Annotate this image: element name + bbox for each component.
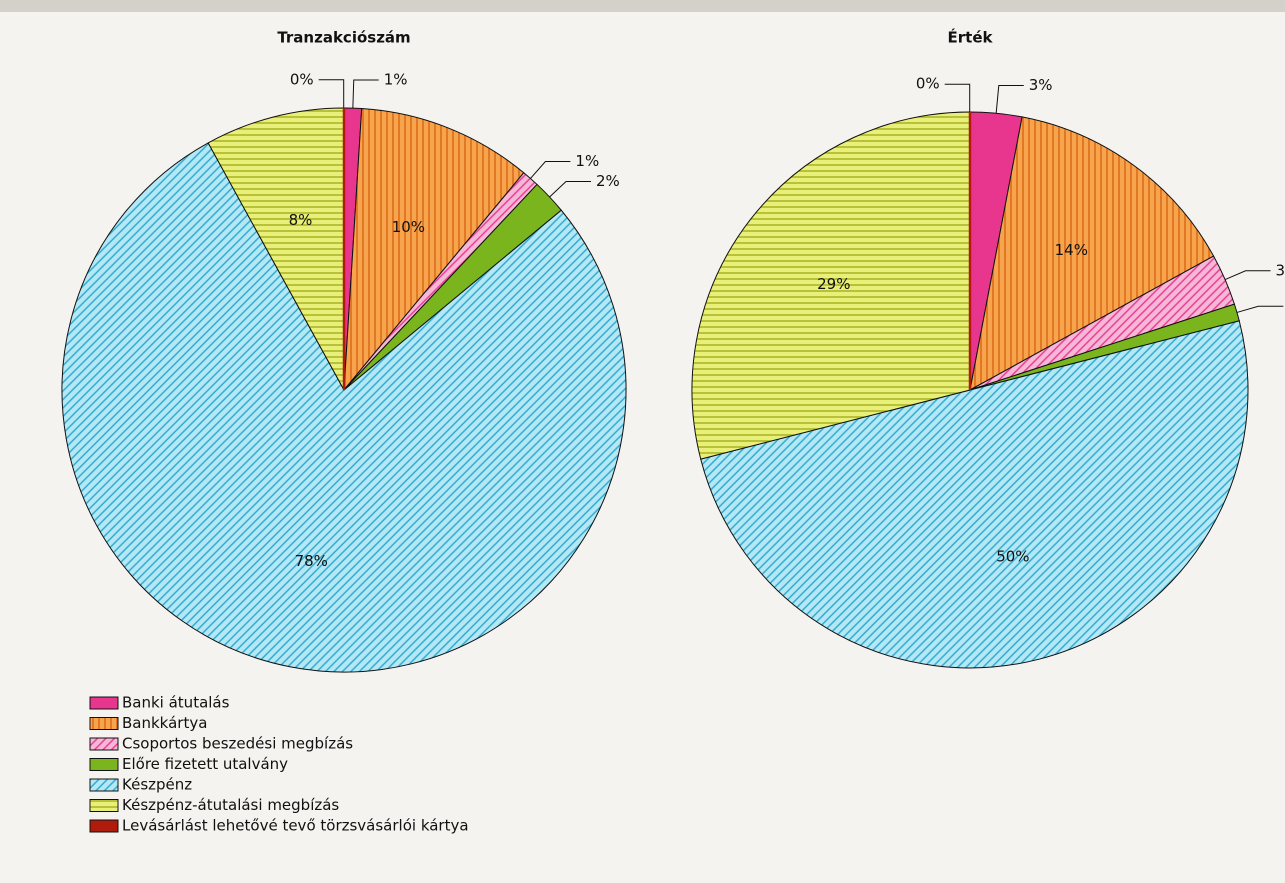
leader-line: [1224, 270, 1271, 281]
data-label: 0%: [290, 70, 314, 88]
legend-label: Levásárlást lehetővé tevő törzsvásárlói …: [122, 817, 469, 835]
leader-line: [995, 85, 1024, 114]
leader-line: [352, 79, 379, 109]
data-label: 1%: [575, 152, 599, 170]
legend-swatch: [89, 799, 119, 812]
data-label: 2%: [596, 172, 620, 190]
pie-slice: [691, 111, 971, 460]
data-label: 50%: [996, 547, 1029, 565]
legend-label: Előre fizetett utalvány: [122, 755, 288, 773]
chart-title: Tranzakciószám: [277, 29, 410, 47]
leader-line: [944, 83, 971, 113]
leader-line: [530, 161, 571, 179]
header-band: [0, 0, 1285, 12]
legend-swatch: [89, 778, 119, 792]
data-label: 78%: [295, 552, 328, 570]
data-label: 3%: [1029, 76, 1053, 94]
data-label: 14%: [1055, 241, 1088, 259]
leader-line: [549, 181, 592, 198]
data-label: 0%: [916, 75, 940, 93]
legend-label: Készpénz-átutalási megbízás: [122, 796, 339, 814]
legend-label: Bankkártya: [122, 714, 207, 732]
data-label: 3%: [1276, 261, 1285, 279]
legend-swatch: [89, 717, 119, 730]
data-label: 1%: [384, 70, 408, 88]
legend-swatch: [89, 819, 119, 833]
legend-label: Készpénz: [122, 776, 192, 794]
pie-slice: [343, 108, 525, 392]
legend-label: Csoportos beszedési megbízás: [122, 735, 353, 753]
data-label: 8%: [289, 211, 313, 229]
pie-slice: [207, 107, 345, 391]
data-label: 10%: [392, 218, 425, 236]
legend-swatch: [89, 737, 119, 751]
leader-line: [1236, 305, 1284, 313]
leader-line: [318, 79, 345, 109]
data-label: 29%: [817, 275, 850, 293]
legend-label: Banki átutalás: [122, 694, 230, 712]
pie-slice: [969, 116, 1215, 391]
pie-slice: [61, 142, 627, 673]
legend-swatch: [89, 696, 119, 710]
legend-swatch: [89, 758, 119, 771]
pie-slice: [700, 320, 1249, 669]
chart-title: Érték: [948, 28, 994, 47]
